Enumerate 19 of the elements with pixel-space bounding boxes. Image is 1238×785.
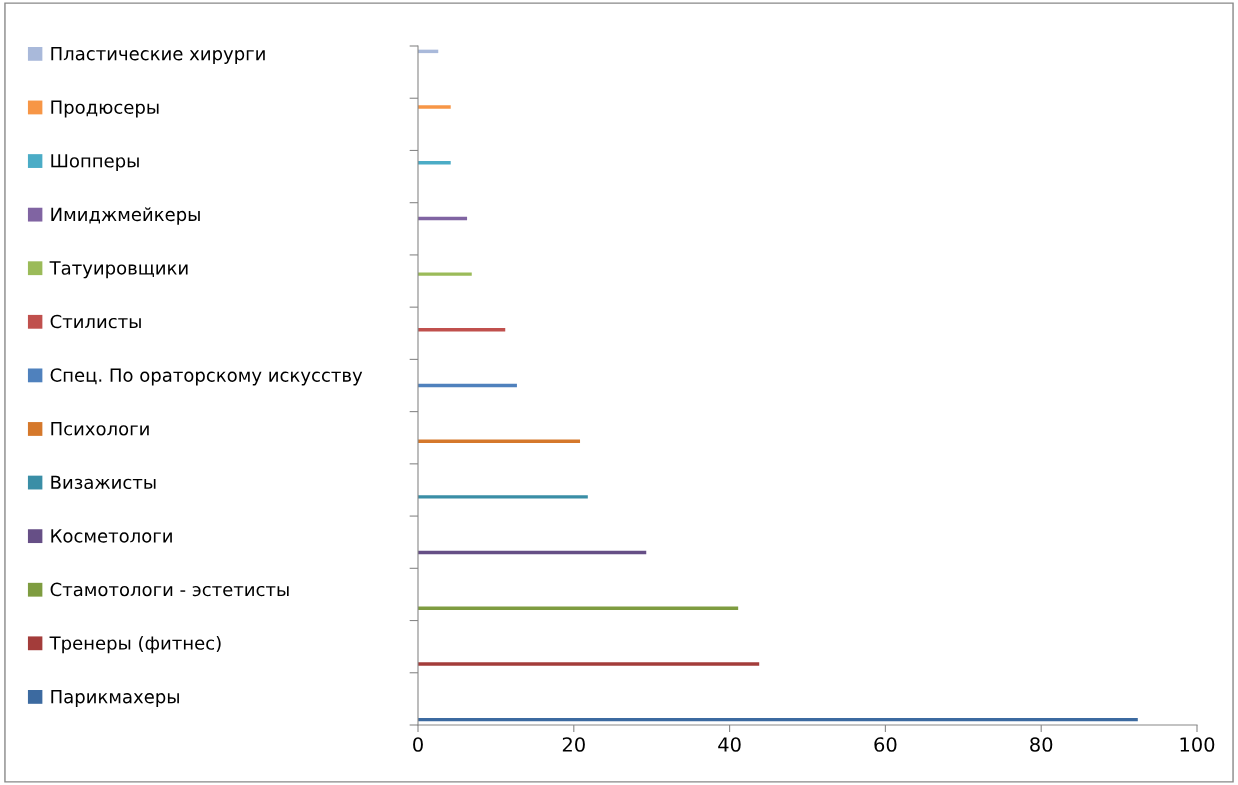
legend-label: Психологи <box>51 422 149 436</box>
x-tick-label: 60 <box>874 737 897 752</box>
x-tick-label: 0 <box>413 737 423 752</box>
legend-label: Пластические хирурги <box>51 46 265 64</box>
legend-label: Шопперы <box>51 154 139 172</box>
legend-label: Тренеры (фитнес) <box>49 635 221 654</box>
legend-label: Татуировщики <box>49 261 188 279</box>
legend-label: Стамотологи - эстетисты <box>50 582 289 597</box>
x-tick-label: 40 <box>718 737 741 752</box>
x-tick-label: 80 <box>1030 737 1053 752</box>
legend-label: Спец. По ораторскому искусству <box>50 368 363 386</box>
x-tick-label: 100 <box>1180 737 1215 752</box>
legend-label: Визажисты <box>51 475 156 490</box>
x-tick-label: 20 <box>562 737 585 752</box>
legend-label: Продюсеры <box>51 100 159 118</box>
legend-label: Косметологи <box>51 529 172 543</box>
legend-label: Стилисты <box>50 314 141 329</box>
legend-label: Имиджмейкеры <box>51 207 200 225</box>
legend-label: Парикмахеры <box>51 690 179 707</box>
